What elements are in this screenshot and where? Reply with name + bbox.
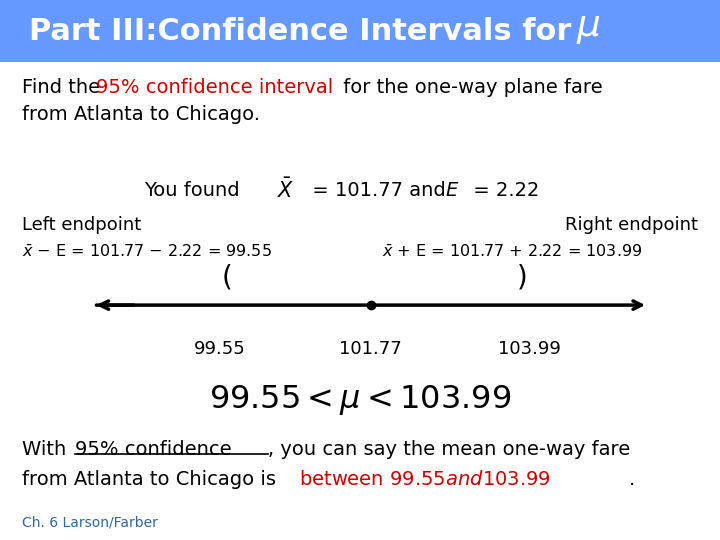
- Text: between $99.55 and $103.99: between $99.55 and $103.99: [299, 470, 551, 489]
- Text: for the one-way plane fare: for the one-way plane fare: [337, 78, 603, 97]
- Text: $\bar{X}$: $\bar{X}$: [277, 178, 294, 202]
- Text: (: (: [222, 263, 232, 291]
- Text: $\mathit{E}$: $\mathit{E}$: [445, 181, 459, 200]
- Text: 103.99: 103.99: [498, 340, 561, 358]
- Text: Right endpoint: Right endpoint: [565, 216, 698, 234]
- FancyBboxPatch shape: [0, 0, 720, 62]
- Text: from Atlanta to Chicago is: from Atlanta to Chicago is: [22, 470, 282, 489]
- Text: Part III:Confidence Intervals for: Part III:Confidence Intervals for: [29, 17, 593, 45]
- Text: $99.55 < \mu < 103.99$: $99.55 < \mu < 103.99$: [209, 383, 511, 417]
- Text: = 101.77 and: = 101.77 and: [306, 181, 452, 200]
- Text: ): ): [517, 263, 527, 291]
- Text: 101.77: 101.77: [339, 340, 402, 358]
- Text: Find the: Find the: [22, 78, 106, 97]
- Text: from Atlanta to Chicago.: from Atlanta to Chicago.: [22, 105, 260, 124]
- Text: $\bar{x}$ − E = 101.77 − 2.22 = 99.55: $\bar{x}$ − E = 101.77 − 2.22 = 99.55: [22, 244, 271, 260]
- Text: 95% confidence interval: 95% confidence interval: [96, 78, 333, 97]
- Text: $\mu$: $\mu$: [576, 10, 600, 46]
- Text: 95% confidence: 95% confidence: [75, 440, 232, 459]
- Text: Left endpoint: Left endpoint: [22, 216, 141, 234]
- Text: Ch. 6 Larson/Farber: Ch. 6 Larson/Farber: [22, 516, 158, 530]
- Text: You found: You found: [144, 181, 252, 200]
- Text: With: With: [22, 440, 72, 459]
- Text: , you can say the mean one-way fare: , you can say the mean one-way fare: [268, 440, 630, 459]
- Text: = 2.22: = 2.22: [467, 181, 539, 200]
- Text: .: .: [629, 470, 635, 489]
- Text: $\bar{x}$ + E = 101.77 + 2.22 = 103.99: $\bar{x}$ + E = 101.77 + 2.22 = 103.99: [382, 244, 642, 260]
- Text: 99.55: 99.55: [194, 340, 246, 358]
